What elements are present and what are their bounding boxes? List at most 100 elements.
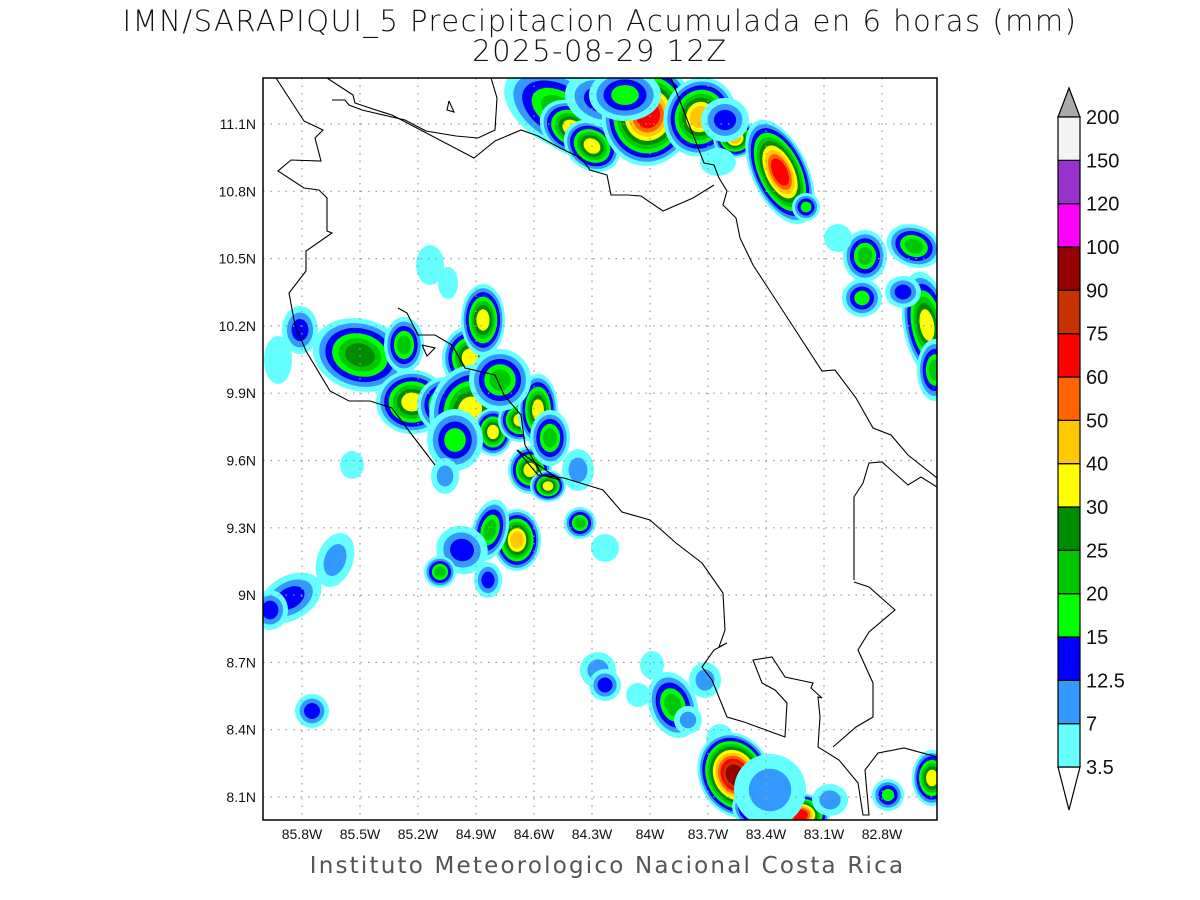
- colorbar-swatch: [1057, 333, 1081, 378]
- lat-tick-label: 10.8N: [219, 183, 256, 199]
- lon-tick-label: 83.7W: [688, 826, 729, 842]
- precip-contour: [597, 677, 613, 693]
- precip-contour: [695, 669, 715, 691]
- precip-contour: [489, 369, 511, 391]
- precip-cell: [734, 754, 806, 820]
- precip-contour: [291, 318, 309, 342]
- colorbar-swatch: [1057, 549, 1081, 595]
- lon-tick-label: 82.8W: [862, 826, 903, 842]
- precip-contour: [894, 284, 912, 300]
- precip-contour: [438, 267, 458, 299]
- lat-tick-label: 9.3N: [226, 520, 256, 536]
- lon-tick-label: 84.6W: [514, 826, 555, 842]
- precip-contour: [476, 309, 490, 331]
- colorbar-label: 30: [1086, 497, 1108, 519]
- precip-contour: [568, 457, 588, 483]
- precip-contour: [748, 768, 792, 812]
- precip-contour: [510, 531, 524, 549]
- precip-contour: [444, 428, 466, 452]
- precip-cell: [384, 317, 424, 373]
- lon-tick-label: 83.4W: [746, 826, 787, 842]
- precip-contour: [542, 481, 554, 491]
- precip-contour: [263, 600, 279, 620]
- precip-contour: [881, 788, 895, 802]
- precip-contour: [800, 201, 812, 213]
- lat-tick-label: 9.6N: [226, 453, 256, 469]
- map-frame: [262, 77, 938, 821]
- precip-cell: [674, 706, 702, 734]
- precip-cell: [312, 318, 408, 392]
- colorbar-swatch: [1057, 463, 1081, 508]
- colorbar-under-triangle: [1057, 766, 1081, 811]
- precip-cell: [315, 532, 355, 588]
- colorbar-swatch: [1057, 159, 1081, 205]
- colorbar-swatch: [1057, 679, 1081, 725]
- precip-contour: [345, 343, 375, 367]
- precip-contour: [461, 348, 479, 368]
- coastline: [326, 78, 715, 212]
- colorbar-swatch: [1057, 376, 1081, 421]
- precip-cell: [591, 534, 619, 562]
- lon-tick-label: 84.3W: [572, 826, 613, 842]
- precip-contour: [323, 544, 347, 576]
- precip-cell: [474, 562, 502, 598]
- precip-cell: [427, 409, 483, 471]
- precip-contour: [819, 790, 841, 810]
- precip-contour: [481, 571, 495, 589]
- colorbar-label: 100: [1086, 237, 1119, 259]
- precip-cell: [689, 662, 721, 698]
- colorbar-swatch: [1057, 419, 1081, 465]
- colorbar-label: 25: [1086, 540, 1108, 562]
- colorbar-label: 150: [1086, 150, 1119, 172]
- precip-contour: [483, 519, 497, 541]
- precip-cell: [700, 148, 736, 176]
- precip-contour: [926, 769, 937, 787]
- colorbar-swatch: [1057, 636, 1081, 681]
- colorbar-swatch: [1057, 246, 1081, 291]
- lon-tick-label: 83.1W: [804, 826, 845, 842]
- precip-contour: [304, 703, 320, 719]
- coastline: [275, 78, 436, 466]
- gridlines: [263, 78, 937, 820]
- colorbar-swatch: [1057, 506, 1081, 551]
- lat-tick-label: 9.9N: [226, 385, 256, 401]
- precip-cell: [264, 336, 292, 384]
- colorbar-legend: 3.5 7 12.5 15 20 25 30 40 50 60 75 90 100 120 150 200: [1057, 86, 1125, 811]
- precip-cell: [431, 458, 459, 494]
- precip-cell: [824, 224, 852, 252]
- precip-contour: [611, 84, 639, 106]
- colorbar-over-triangle: [1057, 86, 1081, 118]
- precip-contour: [340, 451, 364, 479]
- coastlines: [275, 78, 937, 816]
- precip-contour: [824, 224, 852, 252]
- precip-contour: [679, 711, 697, 729]
- coastline: [516, 449, 937, 816]
- precip-cell: [282, 306, 318, 354]
- precip-contour: [640, 651, 664, 679]
- precip-contour: [397, 335, 411, 355]
- lat-tick-label: 8.1N: [226, 789, 256, 805]
- colorbar-swatch: [1057, 289, 1081, 335]
- precip-cell: [295, 694, 329, 728]
- lat-tick-label: 10.2N: [219, 318, 256, 334]
- colorbar-label: 7: [1086, 714, 1097, 736]
- precip-cell: [461, 284, 505, 356]
- precip-cell: [701, 98, 749, 142]
- precip-cell: [564, 507, 596, 539]
- precip-cell: [885, 276, 921, 308]
- precip-contour: [574, 517, 586, 529]
- precip-cell: [340, 451, 364, 479]
- precip-cell: [263, 590, 288, 630]
- precip-cell: [626, 683, 650, 707]
- colorbar-label: 40: [1086, 454, 1108, 476]
- precip-cell: [424, 556, 456, 588]
- precipitation-fields: [263, 78, 937, 820]
- precip-contour: [770, 158, 790, 186]
- lat-tick-label: 8.7N: [226, 654, 256, 670]
- precip-cell: [792, 193, 820, 221]
- lon-tick-label: 84W: [636, 826, 666, 842]
- colorbar-label: 90: [1086, 280, 1108, 302]
- precip-cell: [530, 470, 566, 502]
- colorbar-label: 200: [1086, 107, 1119, 129]
